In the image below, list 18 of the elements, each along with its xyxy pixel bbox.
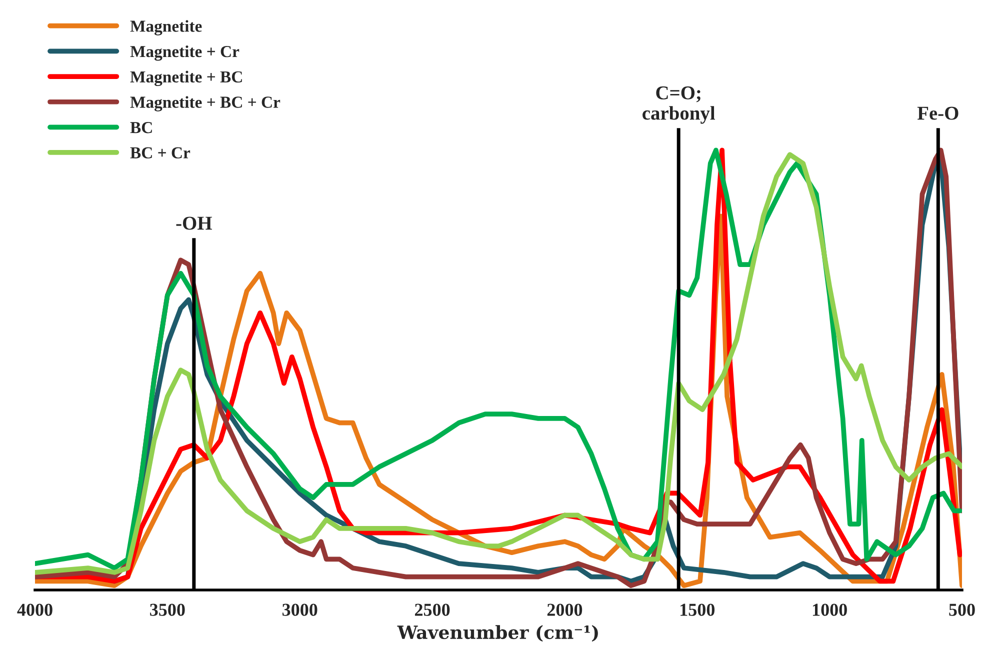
x-tick-label: 4000 — [17, 604, 52, 616]
legend-label: Magnetite + Cr — [130, 45, 240, 61]
legend-label: Magnetite + BC — [130, 70, 242, 86]
ref-line-label: C=O; carbonyl — [642, 86, 715, 124]
legend-label: BC — [130, 122, 152, 134]
x-tick-label: 2500 — [414, 604, 450, 616]
x-tick-label: 1000 — [812, 604, 847, 616]
x-tick-label: 2000 — [547, 604, 582, 616]
legend-label: Magnetite + BC + Cr — [130, 96, 280, 112]
x-tick-label: 3000 — [282, 604, 318, 616]
ref-line-label: -OH — [176, 216, 212, 230]
x-tick-label: 500 — [949, 604, 975, 616]
x-tick-label: 1500 — [680, 604, 715, 616]
legend-label: Magnetite — [130, 20, 202, 36]
legend-label: BC + Cr — [130, 147, 190, 158]
ref-line-label: Fe-O — [917, 106, 958, 120]
x-tick-label: 3500 — [150, 604, 185, 616]
x-axis-title: Wavenumber (cm⁻¹) — [397, 625, 598, 642]
